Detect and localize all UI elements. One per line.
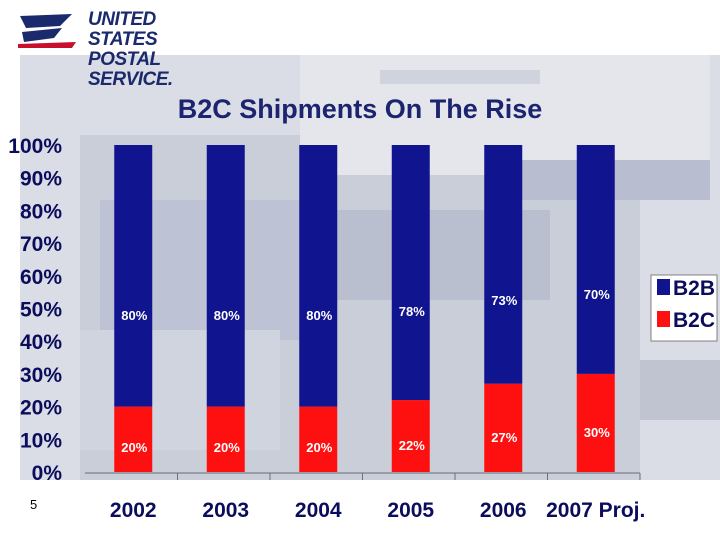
logo-text-line2: POSTAL SERVICE. — [88, 49, 173, 90]
bar-b2c-2003 — [206, 406, 245, 472]
data-label-b2c: 27% — [491, 430, 517, 445]
bar-b2c-2004 — [299, 406, 338, 472]
bar-b2c-2006 — [484, 383, 523, 472]
x-tick-label: 2004 — [295, 499, 342, 522]
y-tick-label: 70% — [20, 233, 62, 256]
data-label-b2b: 80% — [214, 308, 240, 323]
y-tick-label: 40% — [20, 331, 62, 354]
bar-b2b-2003 — [206, 145, 245, 407]
data-label-b2b: 80% — [306, 308, 332, 323]
logo-text-line1: UNITED STATES — [88, 9, 158, 50]
legend-swatch-b2c — [657, 311, 670, 327]
y-tick-label: 90% — [20, 168, 62, 191]
eagle-logo-icon — [16, 10, 78, 48]
y-tick-label: 80% — [20, 200, 62, 223]
chart-title: B2C Shipments On The Rise — [177, 94, 543, 124]
data-label-b2c: 22% — [399, 438, 425, 453]
data-label-b2b: 73% — [491, 293, 517, 308]
data-label-b2b: 80% — [121, 308, 147, 323]
data-label-b2c: 30% — [584, 425, 610, 440]
legend-label-b2c: B2C — [673, 309, 715, 332]
legend-swatch-b2b — [657, 279, 670, 295]
y-tick-label: 50% — [20, 299, 62, 322]
x-tick-label: 2006 — [480, 499, 527, 522]
y-tick-label: 10% — [20, 429, 62, 452]
y-tick-label: 0% — [32, 462, 63, 485]
y-tick-label: 100% — [8, 135, 62, 158]
bar-b2b-2007proj — [576, 145, 615, 374]
x-tick-label: 2005 — [387, 499, 434, 522]
bar-b2b-2005 — [391, 145, 430, 401]
legend-label-b2b: B2B — [673, 277, 715, 300]
data-label-b2c: 20% — [121, 440, 147, 455]
bar-b2c-2007proj — [576, 373, 615, 472]
bar-b2c-2002 — [114, 406, 153, 472]
x-tick-label: 2007 Proj. — [546, 499, 645, 522]
data-label-b2b: 78% — [399, 304, 425, 319]
y-tick-label: 20% — [20, 397, 62, 420]
usps-logo: UNITED STATES POSTAL SERVICE. — [12, 6, 222, 90]
bar-b2c-2005 — [391, 400, 430, 472]
page-number: 5 — [30, 497, 38, 512]
data-label-b2c: 20% — [214, 440, 240, 455]
x-tick-label: 2003 — [202, 499, 249, 522]
y-tick-label: 30% — [20, 364, 62, 387]
bar-b2b-2006 — [484, 145, 523, 384]
data-label-b2c: 20% — [306, 440, 332, 455]
y-tick-label: 60% — [20, 266, 62, 289]
bar-b2b-2004 — [299, 145, 338, 407]
data-label-b2b: 70% — [584, 287, 610, 302]
x-tick-label: 2002 — [110, 499, 157, 522]
bar-b2b-2002 — [114, 145, 153, 407]
